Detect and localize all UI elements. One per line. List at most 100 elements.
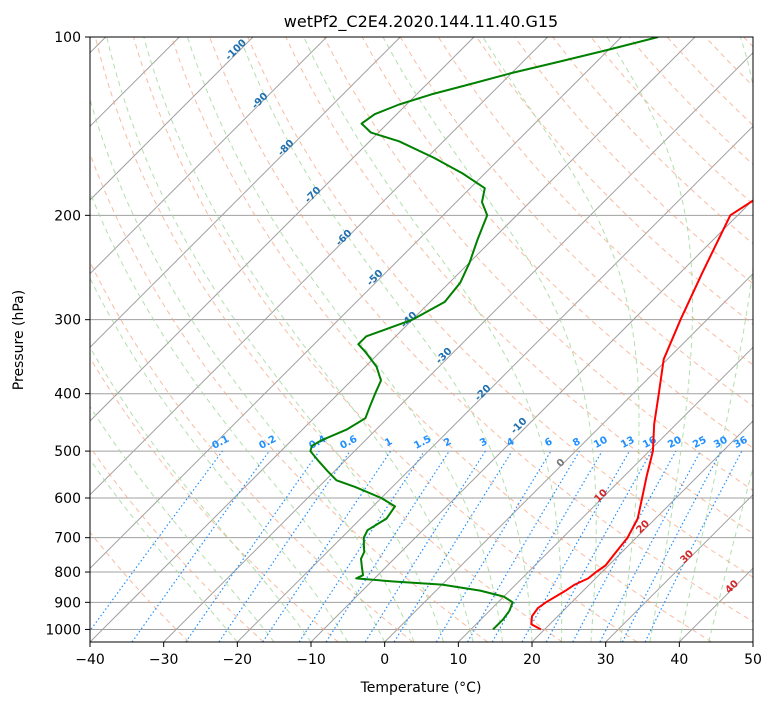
y-tick-label: 300	[54, 313, 81, 329]
mixing-ratio-line	[298, 450, 425, 642]
dry-adiabat-label: -60	[334, 228, 355, 249]
y-tick-label: 600	[54, 491, 81, 507]
dry-adiabat-line	[90, 152, 488, 642]
isotherm-line	[531, 420, 753, 642]
mixing-ratio-label: 16	[641, 435, 658, 451]
x-tick-label: −10	[296, 652, 326, 668]
x-tick-label: 50	[744, 652, 762, 668]
dry-adiabat-line	[132, 37, 638, 642]
x-tick-label: 0	[380, 652, 389, 668]
isotherm-line	[90, 37, 622, 570]
temperature-profile-line	[530, 199, 753, 631]
moist-adiabat-line	[303, 37, 563, 642]
moist-adiabat-line	[239, 37, 533, 642]
mixing-ratio-label: 0.1	[210, 434, 231, 452]
isotherm-line	[163, 51, 753, 642]
dry-adiabat-line	[171, 37, 712, 642]
y-axis-label: Pressure (hPa)	[11, 290, 27, 390]
y-tick-label: 400	[54, 387, 81, 403]
moist-adiabat-line	[482, 37, 640, 642]
y-tick-label: 200	[54, 208, 81, 224]
dry-adiabat-line	[590, 37, 753, 205]
isotherm-line	[90, 37, 475, 422]
moist-adiabat-line	[382, 37, 597, 642]
moist-adiabat-line	[90, 277, 349, 642]
plot-frame	[89, 36, 754, 643]
moist-adiabat-label: 0	[555, 457, 568, 470]
mixing-ratio-line	[364, 450, 486, 642]
dry-adiabat-line	[437, 37, 753, 366]
moist-adiabat-label: 10	[592, 487, 610, 505]
dry-adiabat-label: -90	[250, 91, 271, 112]
mixing-ratio-label: 3	[478, 436, 489, 449]
dry-adiabat-line	[90, 260, 414, 642]
x-axis: −40 −30 −20 −10 0 10 20 30 40 50	[75, 642, 762, 668]
chart-title: wetPf2_C2E4.2020.144.11.40.G15	[284, 12, 558, 32]
moist-adiabat-line	[606, 37, 694, 642]
x-tick-label: 20	[523, 652, 541, 668]
mixing-ratio-label: 30	[712, 435, 729, 451]
mixing-ratio-label: 8	[571, 436, 582, 449]
mixing-ratio-label: 20	[666, 435, 683, 451]
y-tick-label: 1000	[45, 622, 81, 638]
moist-adiabat-line	[143, 37, 474, 642]
isotherm-line	[90, 37, 549, 496]
dry-adiabat-label: -10	[509, 416, 530, 437]
y-tick-label: 100	[54, 30, 81, 46]
mixing-ratio-line	[218, 450, 351, 642]
dry-adiabat-label: -30	[434, 346, 455, 367]
y-tick-label: 800	[54, 565, 81, 581]
mixing-ratio-line	[572, 450, 677, 642]
dry-adiabat-label: -80	[276, 138, 297, 159]
mixing-ratio-label: 10	[592, 435, 609, 451]
mixing-ratio-label: 1	[383, 436, 394, 449]
moist-adiabat-label: 40	[723, 578, 741, 596]
mixing-ratio-line	[644, 450, 743, 642]
dry-adiabat-line	[361, 37, 753, 449]
isotherm-line	[90, 37, 254, 201]
isotherm-line	[310, 199, 753, 642]
dry-adiabat-line	[666, 37, 753, 126]
mixing-ratio-line	[545, 450, 653, 642]
dry-adiabat-line	[94, 37, 563, 642]
dry-adiabat-line	[514, 37, 753, 285]
dry-adiabat-line	[90, 356, 339, 642]
x-tick-label: −30	[149, 652, 179, 668]
isotherm-line	[678, 567, 753, 642]
y-axis: 100 200 300 400 500 600 700 800 900 1000	[45, 30, 90, 638]
mixing-ratio-label: 13	[619, 435, 636, 451]
isotherm-line	[90, 37, 401, 349]
mixing-ratio-label: 2	[442, 436, 453, 449]
dry-adiabat-line	[209, 37, 753, 623]
moist-adiabat-label: 30	[678, 548, 696, 566]
x-axis-label: Temperature (°C)	[360, 680, 482, 696]
dry-adiabat-label: -70	[303, 185, 324, 206]
series-layer	[309, 37, 753, 631]
mixing-ratio-line	[90, 450, 223, 632]
mixing-ratio-line	[262, 450, 392, 642]
mixing-ratio-line	[466, 450, 580, 642]
moist-adiabat-line	[90, 346, 312, 642]
dry-adiabat-label: -50	[365, 268, 386, 289]
dry-adiabat-line	[399, 37, 753, 407]
dry-adiabat-line	[90, 446, 264, 642]
mixing-ratio-line	[325, 450, 450, 642]
mixing-ratio-label: 4	[505, 436, 516, 449]
mixing-ratio-label: 36	[732, 435, 749, 451]
isotherm-line	[90, 37, 328, 275]
moist-adiabat-line	[187, 37, 503, 642]
dewpoint-profile-line	[309, 37, 659, 631]
dry-adiabat-line	[247, 37, 753, 578]
x-tick-label: 40	[670, 652, 688, 668]
x-tick-label: −40	[75, 652, 105, 668]
dry-adiabat-line	[704, 37, 753, 87]
moist-adiabat-line	[106, 37, 445, 642]
grid-layer	[90, 37, 753, 642]
contour-label-layer: 0.1 0.2 0.4 0.6 1 1.5 2 3 4 6 8 10 13 16 20 25 30 36-100-…	[210, 37, 749, 596]
dry-adiabat-label: -20	[473, 383, 494, 404]
y-tick-label: 500	[54, 444, 81, 460]
mixing-ratio-line	[521, 450, 631, 642]
isotherm-line	[384, 272, 753, 642]
dry-adiabat-line	[90, 531, 190, 642]
